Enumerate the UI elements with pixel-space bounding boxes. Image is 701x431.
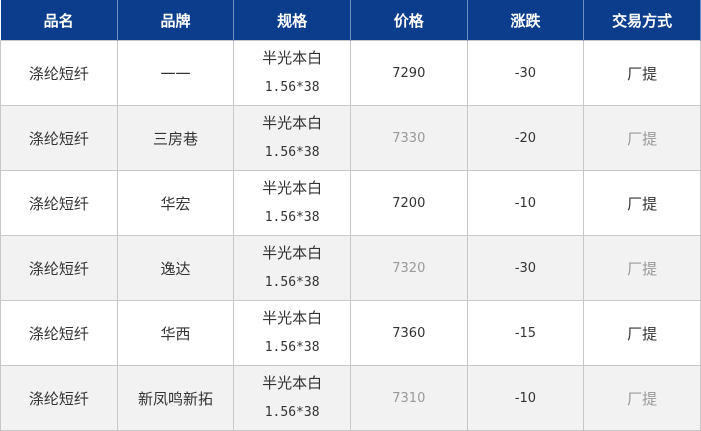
cell-price: 7330 (349, 105, 468, 171)
table-row: 涤纶短纤 逸达 半光本白 1.56*38 7320 -30 厂提 (0, 235, 701, 301)
column-header: 规格 (233, 0, 351, 41)
spec-line: 1.56*38 (264, 340, 320, 355)
cell-price: 7360 (349, 300, 468, 366)
cell-brand: 华宏 (116, 170, 235, 236)
cell-brand: 华西 (116, 300, 235, 366)
cell-price: 7200 (349, 170, 468, 236)
spec-line: 1.56*38 (264, 210, 320, 225)
cell-trade: 厂提 (583, 170, 701, 236)
spec-line: 1.56*38 (264, 275, 320, 290)
spec-line: 半光本白 (262, 244, 323, 262)
cell-trade: 厂提 (583, 365, 701, 431)
cell-trade: 厂提 (583, 300, 701, 366)
cell-name: 涤纶短纤 (0, 170, 118, 236)
cell-spec: 半光本白 1.56*38 (233, 40, 351, 106)
table-row: 涤纶短纤 三房巷 半光本白 1.56*38 7330 -20 厂提 (0, 105, 701, 171)
spec-line: 半光本白 (262, 114, 323, 132)
spec-line: 1.56*38 (264, 405, 320, 420)
cell-price: 7320 (349, 235, 468, 301)
cell-name: 涤纶短纤 (0, 365, 118, 431)
cell-change: -10 (466, 365, 585, 431)
cell-brand: 一一 (116, 40, 235, 106)
cell-trade: 厂提 (583, 105, 701, 171)
cell-trade: 厂提 (583, 40, 701, 106)
cell-change: -30 (466, 40, 585, 106)
spec-line: 半光本白 (262, 374, 323, 392)
table-header: 品名 品牌 规格 价格 涨跌 交易方式 (0, 0, 701, 41)
cell-spec: 半光本白 1.56*38 (233, 365, 351, 431)
cell-spec: 半光本白 1.56*38 (233, 105, 351, 171)
cell-brand: 三房巷 (116, 105, 235, 171)
column-header: 交易方式 (583, 0, 701, 41)
column-header: 涨跌 (467, 0, 585, 41)
cell-price: 7290 (349, 40, 468, 106)
table-row: 涤纶短纤 新凤鸣新拓 半光本白 1.56*38 7310 -10 厂提 (0, 365, 701, 431)
column-header: 品名 (0, 0, 118, 41)
cell-trade: 厂提 (583, 235, 701, 301)
cell-change: -20 (466, 105, 585, 171)
spec-line: 半光本白 (262, 309, 323, 327)
table-row: 涤纶短纤 华西 半光本白 1.56*38 7360 -15 厂提 (0, 300, 701, 366)
cell-change: -15 (466, 300, 585, 366)
cell-name: 涤纶短纤 (0, 235, 118, 301)
column-header: 价格 (350, 0, 468, 41)
cell-spec: 半光本白 1.56*38 (233, 170, 351, 236)
cell-change: -30 (466, 235, 585, 301)
table-row: 涤纶短纤 一一 半光本白 1.56*38 7290 -30 厂提 (0, 40, 701, 106)
table-row: 涤纶短纤 华宏 半光本白 1.56*38 7200 -10 厂提 (0, 170, 701, 236)
spec-line: 1.56*38 (264, 80, 320, 95)
cell-change: -10 (466, 170, 585, 236)
cell-price: 7310 (349, 365, 468, 431)
cell-spec: 半光本白 1.56*38 (233, 300, 351, 366)
spec-line: 半光本白 (262, 49, 323, 67)
cell-name: 涤纶短纤 (0, 105, 118, 171)
cell-brand: 新凤鸣新拓 (116, 365, 235, 431)
column-header: 品牌 (117, 0, 235, 41)
cell-name: 涤纶短纤 (0, 300, 118, 366)
cell-spec: 半光本白 1.56*38 (233, 235, 351, 301)
spec-line: 半光本白 (262, 179, 323, 197)
cell-brand: 逸达 (116, 235, 235, 301)
cell-name: 涤纶短纤 (0, 40, 118, 106)
spec-line: 1.56*38 (264, 145, 320, 160)
